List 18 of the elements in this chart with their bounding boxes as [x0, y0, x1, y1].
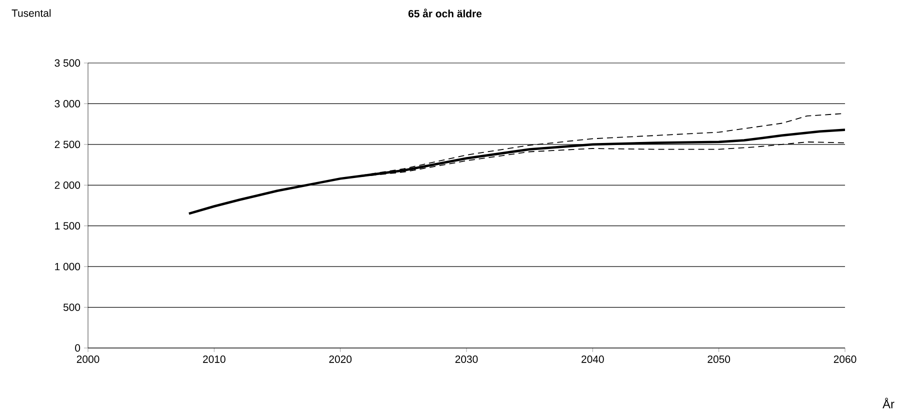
x-tick-label: 2050 — [708, 356, 730, 363]
x-tick-label: 2060 — [834, 356, 856, 363]
y-tick-label: 2 500 — [54, 140, 80, 148]
x-tick-label: 2020 — [329, 356, 352, 363]
y-tick-label: 3 000 — [54, 100, 80, 108]
y-tick-label: 1 000 — [55, 262, 80, 270]
y-tick-label: 3 500 — [54, 59, 80, 67]
x-tick-label: 2000 — [76, 356, 100, 363]
y-tick-label: 2 000 — [54, 181, 80, 189]
x-tick-label: 2040 — [582, 356, 604, 363]
y-axis-title: Tusental — [12, 9, 51, 17]
y-tick-label: 0 — [75, 344, 80, 352]
chart-title: 65 år och äldre — [408, 8, 482, 18]
x-tick-label: 2030 — [455, 356, 478, 363]
x-tick-label: 2010 — [203, 356, 226, 363]
x-axis-title: År — [882, 398, 894, 408]
y-tick-label: 1 500 — [55, 222, 80, 230]
y-tick-label: 500 — [63, 304, 80, 311]
